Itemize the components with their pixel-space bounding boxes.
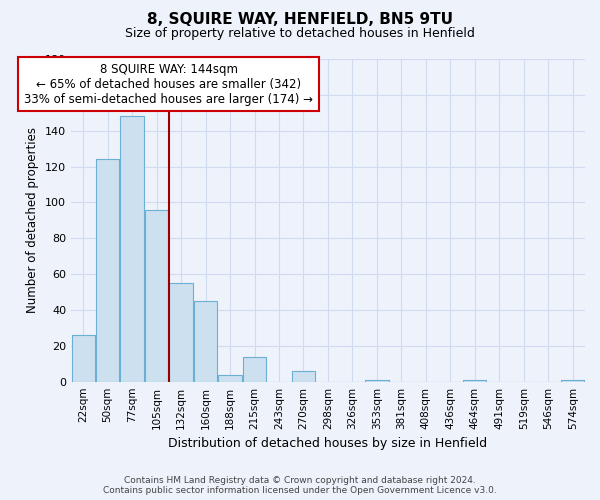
Bar — [194, 301, 217, 382]
Text: Contains HM Land Registry data © Crown copyright and database right 2024.
Contai: Contains HM Land Registry data © Crown c… — [103, 476, 497, 495]
Bar — [121, 116, 144, 382]
Bar — [218, 374, 242, 382]
Bar — [243, 356, 266, 382]
X-axis label: Distribution of detached houses by size in Henfield: Distribution of detached houses by size … — [169, 437, 488, 450]
Bar — [145, 210, 168, 382]
Bar — [71, 335, 95, 382]
Y-axis label: Number of detached properties: Number of detached properties — [26, 128, 40, 314]
Text: 8 SQUIRE WAY: 144sqm
← 65% of detached houses are smaller (342)
33% of semi-deta: 8 SQUIRE WAY: 144sqm ← 65% of detached h… — [25, 62, 313, 106]
Bar — [365, 380, 389, 382]
Bar — [169, 283, 193, 382]
Bar — [561, 380, 584, 382]
Bar — [292, 371, 315, 382]
Bar — [463, 380, 487, 382]
Text: Size of property relative to detached houses in Henfield: Size of property relative to detached ho… — [125, 28, 475, 40]
Bar — [96, 160, 119, 382]
Text: 8, SQUIRE WAY, HENFIELD, BN5 9TU: 8, SQUIRE WAY, HENFIELD, BN5 9TU — [147, 12, 453, 28]
